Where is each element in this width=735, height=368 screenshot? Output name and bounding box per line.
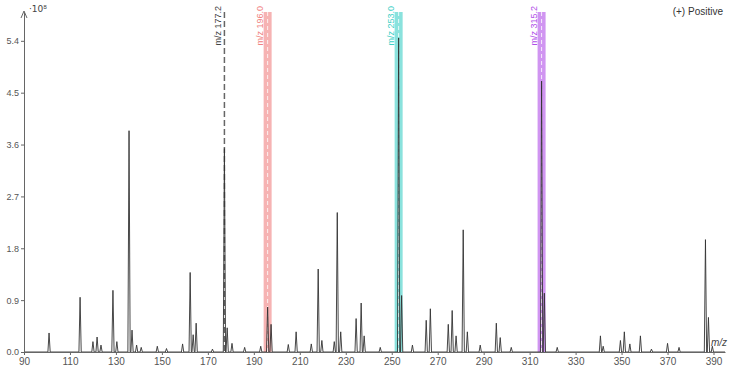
- x-tick-label: 90: [19, 356, 31, 367]
- x-tick-label: 330: [568, 356, 585, 367]
- x-tick-label: 190: [246, 356, 263, 367]
- x-tick-mark: [622, 352, 623, 355]
- x-tick-label: 150: [154, 356, 171, 367]
- plot-area: [24, 12, 725, 352]
- x-tick-mark: [346, 352, 347, 355]
- y-tick: 4.5: [6, 88, 24, 98]
- marker-label: m/z 315.2: [529, 6, 539, 46]
- marker-label: m/z 253.0: [386, 6, 396, 46]
- marker-band: [264, 12, 272, 352]
- x-tick-label: 230: [338, 356, 355, 367]
- x-axis-line: [25, 352, 726, 353]
- x-tick-label: 310: [522, 356, 539, 367]
- chart: 90 110 130 150 170 190 210 230 250 270 290 310 330 35…: [0, 0, 735, 368]
- y-tick-mark: [21, 248, 24, 249]
- y-tick: 5.4: [6, 36, 24, 46]
- spectrum-line: [24, 38, 725, 352]
- x-tick-mark: [162, 352, 163, 355]
- x-tick: 310: [522, 352, 539, 367]
- y-tick: 3.6: [6, 140, 24, 150]
- x-axis: 90 110 130 150 170 190 210 230 250 270 290 310 330 35…: [19, 352, 726, 367]
- x-tick-label: 110: [62, 356, 78, 367]
- x-tick-label: 350: [614, 356, 631, 367]
- x-tick: 110: [62, 352, 78, 367]
- y-tick-mark: [21, 93, 24, 94]
- axis-arrow: [21, 11, 27, 18]
- x-tick: 290: [476, 352, 493, 367]
- x-tick: 130: [108, 352, 125, 367]
- y-tick-mark: [21, 352, 24, 353]
- x-tick-mark: [576, 352, 577, 355]
- y-tick: 0.9: [6, 296, 24, 306]
- x-axis-title: m/z: [711, 337, 727, 348]
- x-tick: 270: [430, 352, 447, 367]
- x-tick-label: 130: [108, 356, 125, 367]
- x-tick-label: 390: [706, 356, 723, 367]
- x-tick: 330: [568, 352, 585, 367]
- x-tick-label: 370: [660, 356, 677, 367]
- x-tick-mark: [208, 352, 209, 355]
- subtitle: (+) Positive: [673, 6, 724, 17]
- x-tick-label: 170: [200, 356, 217, 367]
- x-tick-label: 270: [430, 356, 447, 367]
- x-tick: 150: [154, 352, 171, 367]
- y-axis-line: [24, 13, 25, 353]
- y-tick-label: 0.0: [6, 347, 19, 357]
- x-tick-mark: [484, 352, 485, 355]
- x-tick-label: 290: [476, 356, 493, 367]
- x-tick: 230: [338, 352, 355, 367]
- x-tick: 90: [19, 352, 31, 367]
- y-tick-label: 2.7: [6, 192, 19, 202]
- x-tick-mark: [668, 352, 669, 355]
- x-tick: 250: [384, 352, 401, 367]
- x-tick-label: 250: [384, 356, 401, 367]
- y-tick: 0.0: [6, 347, 24, 357]
- x-tick-mark: [438, 352, 439, 355]
- x-tick-mark: [530, 352, 531, 355]
- x-tick-mark: [392, 352, 393, 355]
- x-tick: 210: [292, 352, 309, 367]
- y-axis: 0.0 0.9 1.8 2.7 3.6 4.5 5.4: [6, 13, 24, 358]
- y-tick-mark: [21, 300, 24, 301]
- y-tick: 2.7: [6, 192, 24, 202]
- marker-group: [264, 12, 272, 352]
- y-tick-label: 3.6: [6, 140, 19, 150]
- x-tick-label: 210: [292, 356, 309, 367]
- y-tick-label: 0.9: [6, 296, 19, 306]
- x-tick-mark: [300, 352, 301, 355]
- x-tick-mark: [254, 352, 255, 355]
- y-tick-mark: [21, 196, 24, 197]
- x-tick: 190: [246, 352, 263, 367]
- x-tick-mark: [70, 352, 71, 355]
- x-tick: 170: [200, 352, 217, 367]
- marker-label: m/z 177.2: [213, 6, 223, 46]
- y-multiplier: ·10⁸: [29, 4, 47, 14]
- y-tick-label: 5.4: [6, 36, 19, 46]
- y-tick: 1.8: [6, 244, 24, 254]
- x-tick: 370: [660, 352, 677, 367]
- x-tick-mark: [116, 352, 117, 355]
- x-tick: 350: [614, 352, 631, 367]
- y-tick-mark: [21, 145, 24, 146]
- y-tick-label: 1.8: [6, 244, 19, 254]
- y-tick-label: 4.5: [6, 88, 19, 98]
- x-tick: 390: [706, 352, 723, 367]
- marker-label: m/z 196.0: [255, 6, 265, 46]
- y-tick-mark: [21, 41, 24, 42]
- marker-line: [267, 12, 268, 352]
- x-tick-mark: [714, 352, 715, 355]
